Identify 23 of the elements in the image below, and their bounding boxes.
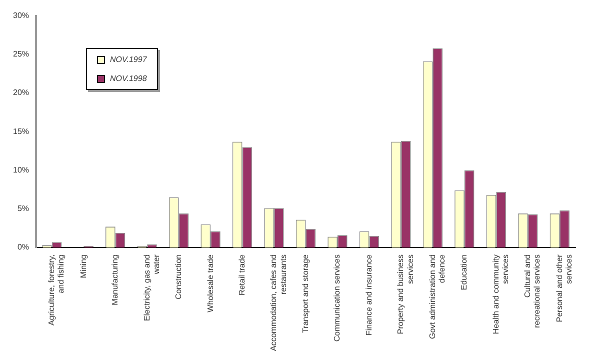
x-tick-label: Construction — [174, 254, 184, 300]
legend-label: NOV.1997 — [110, 55, 147, 64]
y-tick-label: 20% — [12, 88, 30, 98]
y-tick-label: 30% — [12, 11, 30, 20]
y-tick-label: 25% — [12, 50, 30, 59]
legend-label: NOV.1998 — [110, 74, 147, 83]
y-tick-label: 15% — [12, 126, 30, 136]
y-tick-label: 10% — [12, 165, 30, 174]
x-tick-label: Agriculture, forestry, and fishing — [47, 254, 66, 326]
x-tick-label: Property and business services — [396, 254, 415, 334]
x-tick-label: Retail trade — [237, 254, 246, 296]
x-tick-label: Mining — [78, 254, 88, 278]
x-tick-label: Electricity, gas and water — [142, 254, 161, 322]
y-tick-label: 0% — [17, 242, 30, 252]
x-tick-label: Health and community services — [491, 254, 510, 334]
x-tick-label: Finance and insurance — [364, 254, 374, 336]
x-tick-label: Wholesale trade — [206, 254, 215, 312]
x-tick-label: Education — [460, 254, 469, 290]
x-tick-label: Transport and storage — [300, 254, 310, 333]
x-tick-label: Communication services — [332, 254, 342, 342]
x-tick-label: Accommodation, cafes and restaurants — [269, 254, 288, 352]
y-tick-label: 5% — [17, 204, 30, 214]
x-tick-label: Manufacturing — [110, 254, 120, 306]
